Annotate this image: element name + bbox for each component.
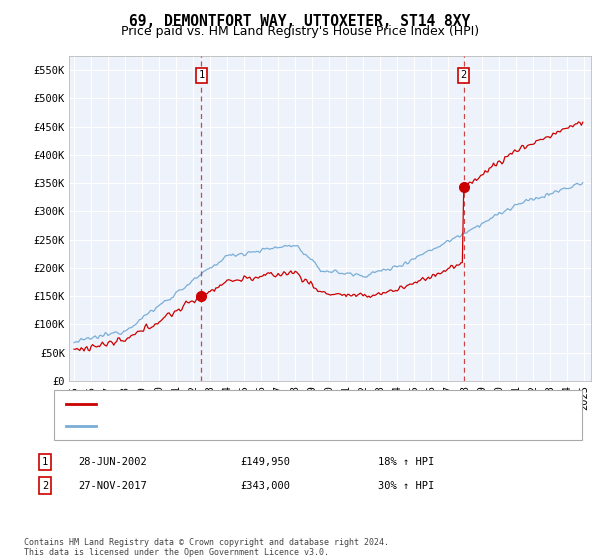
Text: 69, DEMONTFORT WAY, UTTOXETER, ST14 8XY (detached house): 69, DEMONTFORT WAY, UTTOXETER, ST14 8XY … — [102, 399, 452, 409]
Text: 18% ↑ HPI: 18% ↑ HPI — [378, 457, 434, 467]
Text: 30% ↑ HPI: 30% ↑ HPI — [378, 480, 434, 491]
Text: 27-NOV-2017: 27-NOV-2017 — [78, 480, 147, 491]
Text: Price paid vs. HM Land Registry's House Price Index (HPI): Price paid vs. HM Land Registry's House … — [121, 25, 479, 38]
Text: 28-JUN-2002: 28-JUN-2002 — [78, 457, 147, 467]
Text: HPI: Average price, detached house, East Staffordshire: HPI: Average price, detached house, East… — [102, 421, 439, 431]
Text: Contains HM Land Registry data © Crown copyright and database right 2024.
This d: Contains HM Land Registry data © Crown c… — [24, 538, 389, 557]
Text: £149,950: £149,950 — [240, 457, 290, 467]
Text: 1: 1 — [199, 70, 205, 80]
Text: 69, DEMONTFORT WAY, UTTOXETER, ST14 8XY: 69, DEMONTFORT WAY, UTTOXETER, ST14 8XY — [130, 14, 470, 29]
Text: 2: 2 — [42, 480, 48, 491]
Text: 2: 2 — [461, 70, 467, 80]
Text: 1: 1 — [42, 457, 48, 467]
Text: £343,000: £343,000 — [240, 480, 290, 491]
